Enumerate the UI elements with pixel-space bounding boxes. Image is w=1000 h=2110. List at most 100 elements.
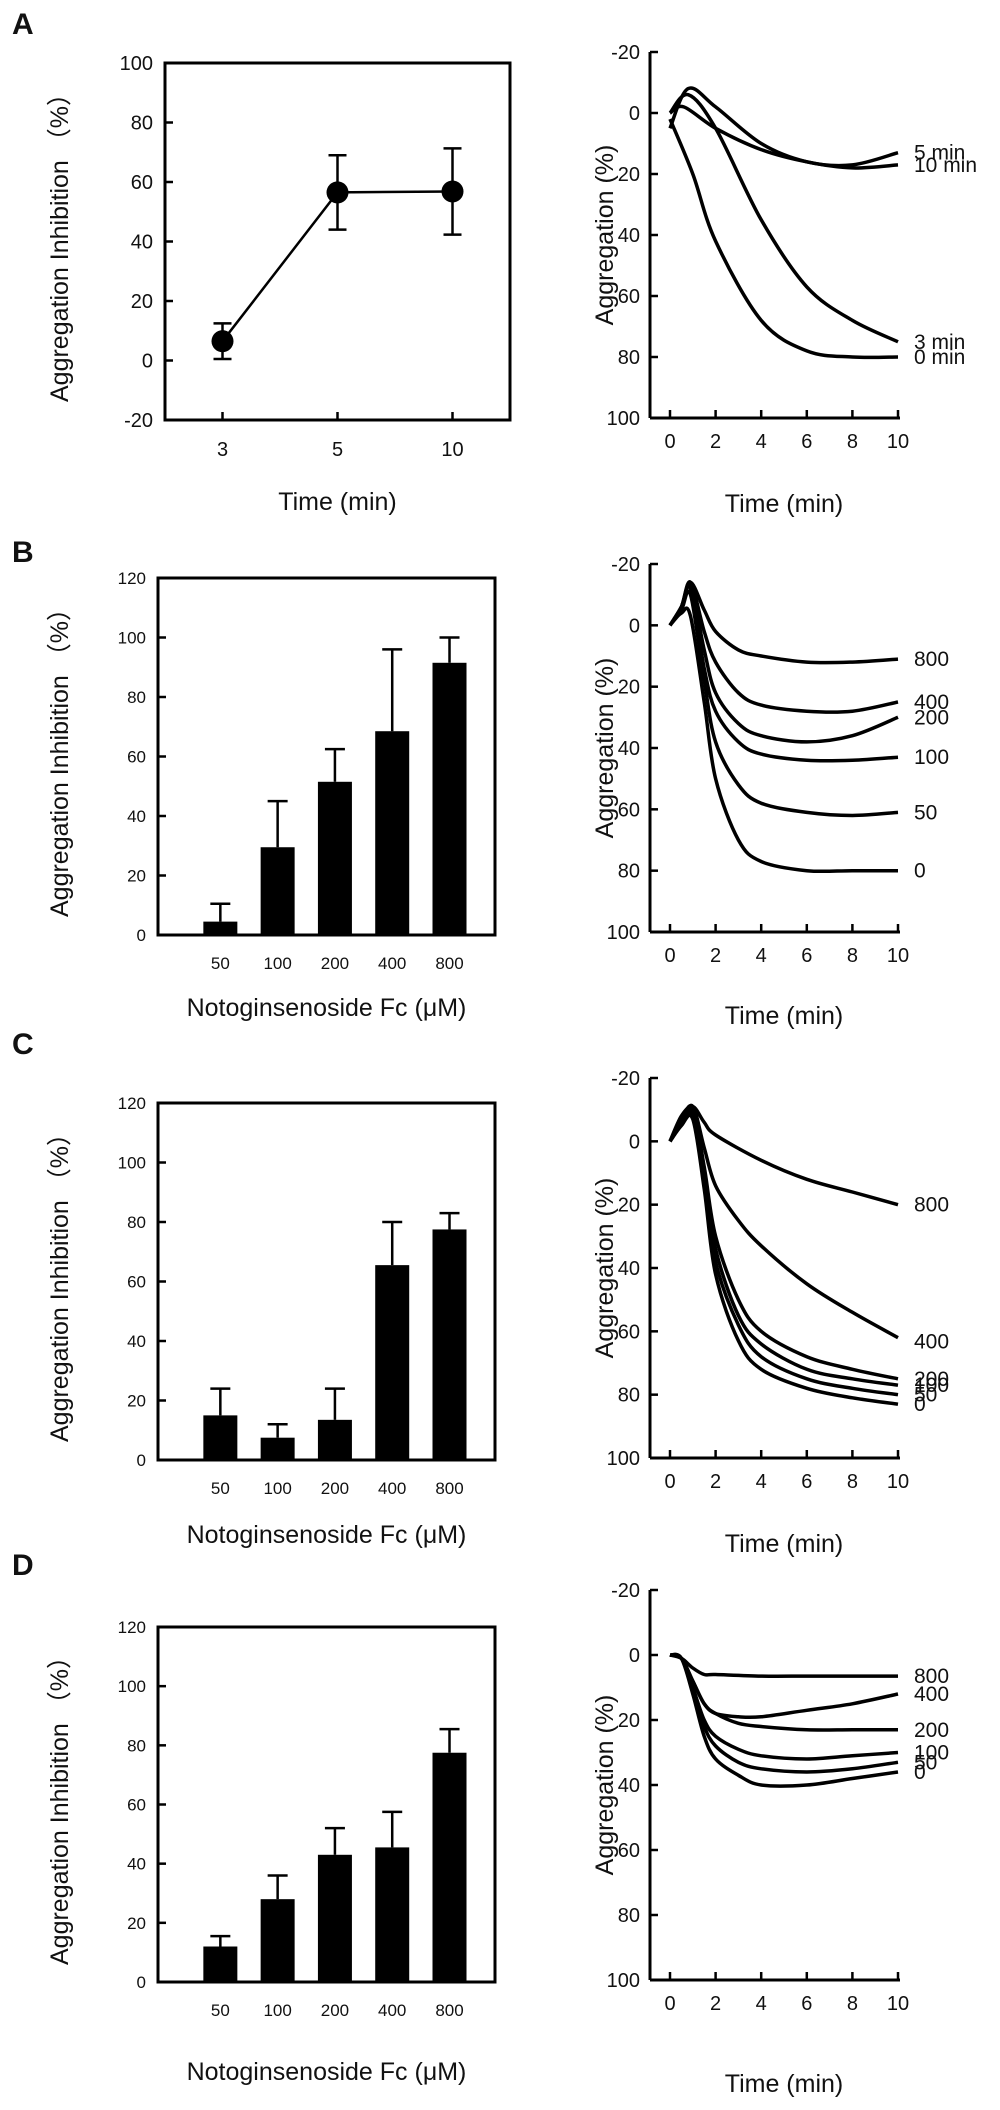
chart-7-bar <box>317 1854 352 1982</box>
chart-3-bar <box>375 731 410 935</box>
chart-3-y-tick-label: 120 <box>118 569 146 588</box>
chart-2-series-line <box>668 92 899 344</box>
chart-6-y-tick-label: -20 <box>611 1068 640 1090</box>
chart-5-x-axis-title: Notoginsenoside Fc (μM) <box>187 1521 467 1549</box>
chart-5-bar <box>203 1415 238 1460</box>
chart-2-x-tick-label: 2 <box>710 431 721 453</box>
chart-7-bar <box>260 1899 295 1982</box>
chart-2-y-tick-label: -20 <box>611 42 640 64</box>
chart-8-x-tick-label: 6 <box>801 1993 812 2015</box>
chart-2-x-tick-label: 4 <box>756 431 767 453</box>
chart-4-y-tick-label: 0 <box>629 615 640 637</box>
chart-2-series-line <box>668 86 899 168</box>
chart-6-y-tick-label: 80 <box>618 1385 640 1407</box>
chart-3-y-tick-label: 0 <box>137 926 146 945</box>
chart-6-series-label: 400 <box>914 1331 949 1354</box>
chart-7-x-tick-label: 800 <box>435 2001 463 2020</box>
chart-2-series-line <box>669 104 899 170</box>
chart-3-x-tick-label: 800 <box>435 954 463 973</box>
chart-8-series-label: 0 <box>914 1761 926 1784</box>
chart-4-x-tick-label: 6 <box>801 945 812 967</box>
chart-8-series-line <box>669 1653 899 1720</box>
chart-6-series-line <box>668 1111 899 1397</box>
chart-2-x-tick-label: 0 <box>664 431 675 453</box>
chart-3-x-tick-label: 400 <box>378 954 406 973</box>
chart-3-y-tick-label: 60 <box>127 748 146 767</box>
chart-7-y-tick-label: 60 <box>127 1796 146 1815</box>
chart-8-y-tick-label: 80 <box>618 1905 640 1927</box>
chart-6-x-tick-label: 2 <box>710 1471 721 1493</box>
chart-2-y-tick-label: 100 <box>607 408 640 430</box>
chart-8-y-tick-label: 0 <box>629 1645 640 1667</box>
chart-7-y-tick-label: 40 <box>127 1855 146 1874</box>
chart-5-y-tick-label: 0 <box>137 1451 146 1470</box>
chart-6-x-tick-label: 4 <box>756 1471 767 1493</box>
chart-4-y-tick-label: 60 <box>618 799 640 821</box>
chart-8-series-label: 50 <box>914 1751 937 1774</box>
chart-4-y-axis-title: Aggregation (%) <box>591 658 619 839</box>
chart-4-series-line <box>668 606 898 874</box>
chart-4-x-tick-label: 0 <box>664 945 675 967</box>
chart-5-y-tick-label: 120 <box>118 1094 146 1113</box>
chart-2-x-tick-label: 8 <box>847 431 858 453</box>
chart-4-series-label: 50 <box>914 801 937 824</box>
chart-3-x-tick-label: 200 <box>321 954 349 973</box>
chart-3-bar <box>317 781 352 935</box>
chart-8-series-line <box>669 1653 899 1761</box>
chart-1-y-tick-label: 100 <box>120 53 153 75</box>
chart-4-x-axis-title: Time (min) <box>725 1002 844 1030</box>
chart-6-x-axis-title: Time (min) <box>725 1530 844 1558</box>
chart-8-y-axis-title: Aggregation (%) <box>591 1695 619 1876</box>
chart-8-series-label: 200 <box>914 1719 949 1742</box>
chart-1-x-axis-title: Time (min) <box>278 488 397 516</box>
chart-7-bar <box>432 1752 467 1982</box>
chart-8-x-axis-title: Time (min) <box>725 2070 844 2098</box>
panel-letter-d: D <box>12 1549 34 1582</box>
chart-5-x-tick-label: 800 <box>435 1479 463 1498</box>
chart-5-y-axis-title: Aggregation Inhibition （%） <box>46 1121 74 1442</box>
chart-2-x-axis-title: Time (min) <box>725 490 844 518</box>
chart-7-bar <box>203 1946 238 1982</box>
chart-8-x-tick-label: 8 <box>847 1993 858 2015</box>
chart-5-y-tick-label: 40 <box>127 1332 146 1351</box>
panel-letter-a: A <box>12 8 34 41</box>
chart-2-series-label: 10 min <box>914 154 977 177</box>
chart-8-series-line <box>669 1652 899 1788</box>
chart-5-y-tick-label: 100 <box>118 1154 146 1173</box>
chart-3-y-axis-title: Aggregation Inhibition （%） <box>46 596 74 917</box>
chart-8-x-tick-label: 0 <box>664 1993 675 2015</box>
chart-4-y-tick-label: 20 <box>618 677 640 699</box>
chart-6-x-tick-label: 10 <box>887 1471 909 1493</box>
chart-1-y-tick-label: 60 <box>131 172 153 194</box>
chart-6-x-tick-label: 6 <box>801 1471 812 1493</box>
chart-7-y-tick-label: 0 <box>137 1973 146 1992</box>
chart-3-y-tick-label: 100 <box>118 629 146 648</box>
chart-7-y-axis-title: Aggregation Inhibition （%） <box>46 1644 74 1965</box>
chart-4-series-line <box>668 584 899 763</box>
chart-6-series-label: 100 <box>914 1374 949 1397</box>
chart-3-bar <box>432 662 467 935</box>
chart-4-x-tick-label: 8 <box>847 945 858 967</box>
chart-4-x-tick-label: 4 <box>756 945 767 967</box>
chart-5-bar <box>375 1265 410 1460</box>
chart-8-y-tick-label: -20 <box>611 1580 640 1602</box>
chart-3-bar <box>203 921 238 935</box>
chart-4-series-label: 0 <box>914 860 926 883</box>
chart-6-x-tick-label: 8 <box>847 1471 858 1493</box>
chart-8-x-tick-label: 4 <box>756 1993 767 2015</box>
chart-3-x-tick-label: 100 <box>263 954 291 973</box>
chart-6-series-label: 0 <box>914 1393 926 1416</box>
chart-1-x-tick-label: 3 <box>217 439 228 461</box>
chart-2-y-tick-label: 80 <box>618 347 640 369</box>
chart-4-y-tick-label: -20 <box>611 554 640 576</box>
chart-4-y-tick-label: 40 <box>618 738 640 760</box>
chart-7-x-tick-label: 50 <box>211 2001 230 2020</box>
chart-8-series-line <box>669 1653 898 1678</box>
chart-6-y-tick-label: 0 <box>629 1131 640 1153</box>
chart-7-x-tick-label: 400 <box>378 2001 406 2020</box>
chart-6-series-line <box>668 1113 899 1406</box>
chart-1-y-tick-label: 20 <box>131 291 153 313</box>
chart-1-data-point <box>326 181 349 204</box>
panel-letter-b: B <box>12 536 34 569</box>
